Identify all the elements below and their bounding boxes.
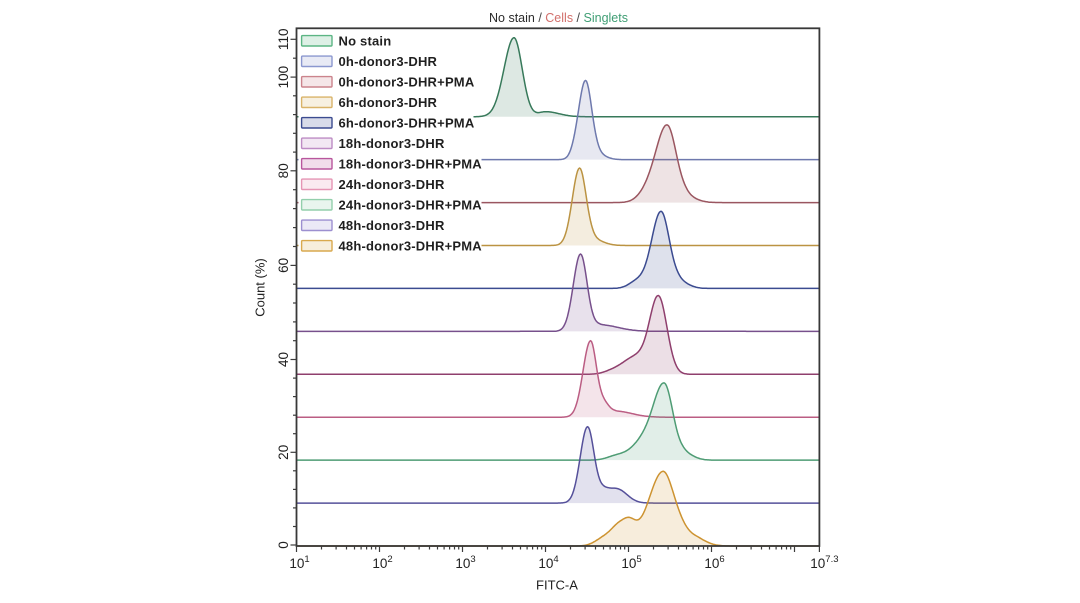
svg-text:110: 110 — [276, 29, 291, 51]
svg-text:FITC-A: FITC-A — [536, 578, 578, 593]
svg-text:48h-donor3-DHR+PMA: 48h-donor3-DHR+PMA — [339, 239, 483, 254]
svg-text:No stain: No stain — [339, 34, 392, 49]
svg-text:100: 100 — [276, 66, 291, 89]
svg-text:18h-donor3-DHR+PMA: 18h-donor3-DHR+PMA — [339, 157, 483, 172]
svg-text:80: 80 — [276, 163, 291, 178]
svg-text:60: 60 — [276, 258, 291, 273]
svg-text:0h-donor3-DHR+PMA: 0h-donor3-DHR+PMA — [339, 75, 475, 90]
svg-text:6h-donor3-DHR: 6h-donor3-DHR — [339, 95, 438, 110]
svg-text:6h-donor3-DHR+PMA: 6h-donor3-DHR+PMA — [339, 116, 475, 131]
svg-text:24h-donor3-DHR: 24h-donor3-DHR — [339, 177, 445, 192]
svg-text:No stain / Cells / Singlets: No stain / Cells / Singlets — [489, 11, 628, 25]
svg-text:24h-donor3-DHR+PMA: 24h-donor3-DHR+PMA — [339, 198, 483, 213]
svg-text:0h-donor3-DHR: 0h-donor3-DHR — [339, 54, 438, 69]
svg-text:48h-donor3-DHR: 48h-donor3-DHR — [339, 218, 445, 233]
svg-text:40: 40 — [276, 352, 291, 367]
svg-text:18h-donor3-DHR: 18h-donor3-DHR — [339, 136, 445, 151]
svg-text:0: 0 — [276, 541, 291, 549]
svg-text:20: 20 — [276, 445, 291, 460]
svg-text:Count (%): Count (%) — [253, 258, 268, 317]
